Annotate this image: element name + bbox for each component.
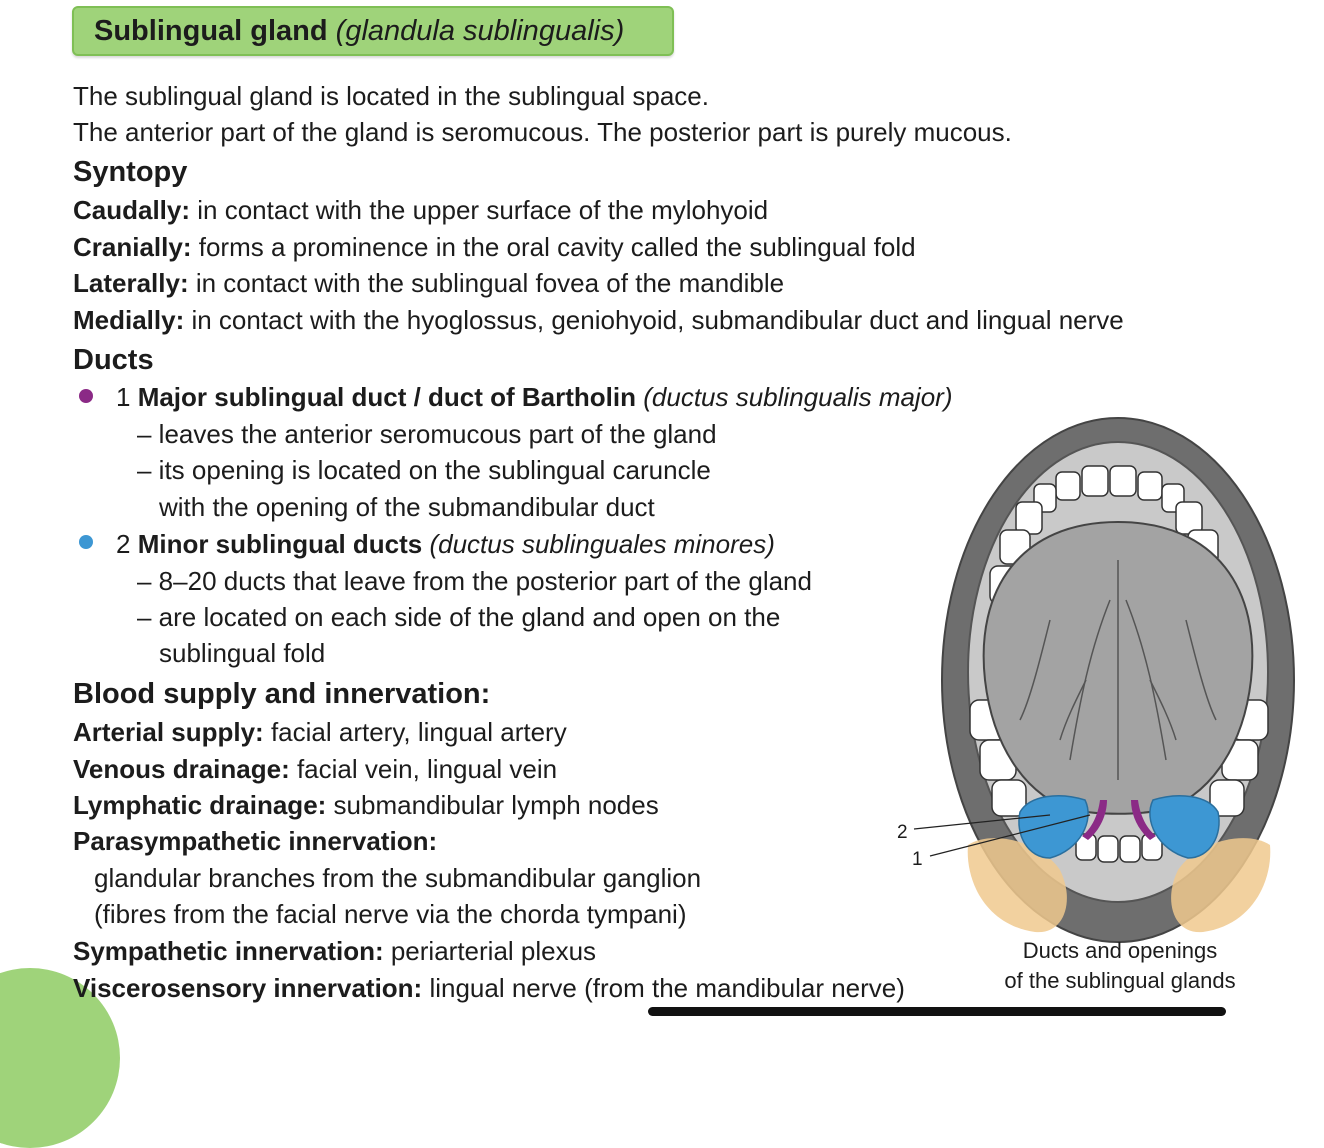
parasympathetic-innervation: Parasympathetic innervation:	[73, 825, 437, 857]
major-duct-line-2: – its opening is located on the sublingu…	[137, 455, 711, 485]
minor-duct-name: Minor sublingual ducts	[137, 529, 423, 559]
intro-line-1: The sublingual gland is located in the s…	[73, 81, 709, 111]
leader-line-1	[929, 814, 1091, 857]
syntopy-label: Cranially:	[73, 232, 192, 262]
supply-text: periarterial plexus	[383, 936, 597, 966]
syntopy-caudally: Caudally: in contact with the upper surf…	[73, 194, 768, 226]
minor-ducts-left	[1018, 795, 1089, 859]
title-latin: (glandula sublingualis)	[335, 15, 625, 47]
major-duct-name: Major sublingual duct / duct of Bartholi…	[137, 382, 637, 412]
minor-ducts-right	[1149, 795, 1220, 859]
minor-duct-number: 2	[116, 529, 138, 559]
title-bold: Sublingual gland	[94, 15, 328, 47]
arterial-supply: Arterial supply: facial artery, lingual …	[73, 716, 567, 748]
syntopy-label: Laterally:	[73, 268, 189, 298]
ducts-heading: Ducts	[73, 344, 154, 376]
supply-label: Venous drainage:	[73, 754, 290, 784]
supply-label: Viscerosensory innervation:	[73, 973, 423, 1003]
horizontal-scrollbar[interactable]	[648, 1007, 1226, 1016]
minor-duct-line-2: – are located on each side of the gland …	[137, 602, 781, 632]
supply-label: Arterial supply:	[73, 717, 264, 747]
parasympathetic-line-1: glandular branches from the submandibula…	[94, 863, 702, 893]
syntopy-cranially: Cranially: forms a prominence in the ora…	[73, 231, 916, 263]
major-duct-right	[1131, 800, 1156, 840]
figure-label-1: 1	[912, 849, 923, 870]
lymphatic-drainage: Lymphatic drainage: submandibular lymph …	[73, 789, 659, 821]
major-duct-title: 1 Major sublingual duct / duct of Bartho…	[116, 381, 952, 413]
sublingual-gland-left	[967, 838, 1067, 933]
syntopy-label: Medially:	[73, 305, 185, 335]
figure-label-2: 2	[897, 822, 908, 843]
viscerosensory-innervation: Viscerosensory innervation: lingual nerv…	[73, 972, 905, 1004]
supply-text: facial artery, lingual artery	[263, 717, 567, 747]
syntopy-label: Caudally:	[73, 195, 191, 225]
supply-label: Parasympathetic innervation:	[73, 826, 438, 856]
intro-line-2: The anterior part of the gland is seromu…	[73, 117, 1012, 147]
major-duct-number: 1	[116, 382, 138, 412]
minor-duct-bullet	[79, 535, 93, 549]
leader-line-2	[913, 814, 1051, 830]
minor-duct-line-3: sublingual fold	[159, 638, 326, 668]
syntopy-text: in contact with the sublingual fovea of …	[188, 268, 785, 298]
supply-text: facial vein, lingual vein	[289, 754, 558, 784]
major-duct-line-1: – leaves the anterior seromucous part of…	[137, 419, 717, 449]
major-duct-left	[1082, 800, 1107, 840]
oral-cavity-illustration: 2 1	[897, 417, 1295, 943]
minor-duct-line-1: – 8–20 ducts that leave from the posteri…	[137, 566, 812, 596]
sublingual-gland-right	[1171, 838, 1271, 933]
venous-drainage: Venous drainage: facial vein, lingual ve…	[73, 753, 557, 785]
caption-line-2: of the sublingual glands	[1004, 968, 1236, 993]
sympathetic-innervation: Sympathetic innervation: periarterial pl…	[73, 935, 596, 967]
syntopy-text: forms a prominence in the oral cavity ca…	[191, 232, 916, 262]
minor-duct-latin: (ductus sublinguales minores)	[422, 529, 775, 559]
parasympathetic-line-2: (fibres from the facial nerve via the ch…	[94, 899, 687, 929]
major-duct-bullet	[79, 389, 93, 403]
supply-label: Sympathetic innervation:	[73, 936, 384, 966]
supply-text: lingual nerve (from the mandibular nerve…	[422, 973, 905, 1003]
minor-duct-title: 2 Minor sublingual ducts (ductus subling…	[116, 528, 775, 560]
syntopy-laterally: Laterally: in contact with the sublingua…	[73, 267, 784, 299]
syntopy-text: in contact with the upper surface of the…	[190, 195, 769, 225]
major-duct-line-3: with the opening of the submandibular du…	[159, 492, 655, 522]
syntopy-text: in contact with the hyoglossus, geniohyo…	[184, 305, 1124, 335]
figure-caption: Ducts and openings of the sublingual gla…	[980, 936, 1260, 996]
major-duct-latin: (ductus sublingualis major)	[636, 382, 953, 412]
section-title: Sublingual gland (glandula sublingualis)	[72, 6, 674, 56]
caption-line-1: Ducts and openings	[1022, 938, 1218, 963]
syntopy-medially: Medially: in contact with the hyoglossus…	[73, 304, 1124, 336]
supply-heading: Blood supply and innervation:	[73, 678, 491, 710]
supply-text: submandibular lymph nodes	[326, 790, 659, 820]
supply-label: Lymphatic drainage:	[73, 790, 327, 820]
syntopy-heading: Syntopy	[73, 156, 188, 188]
tongue-texture	[1019, 560, 1217, 780]
